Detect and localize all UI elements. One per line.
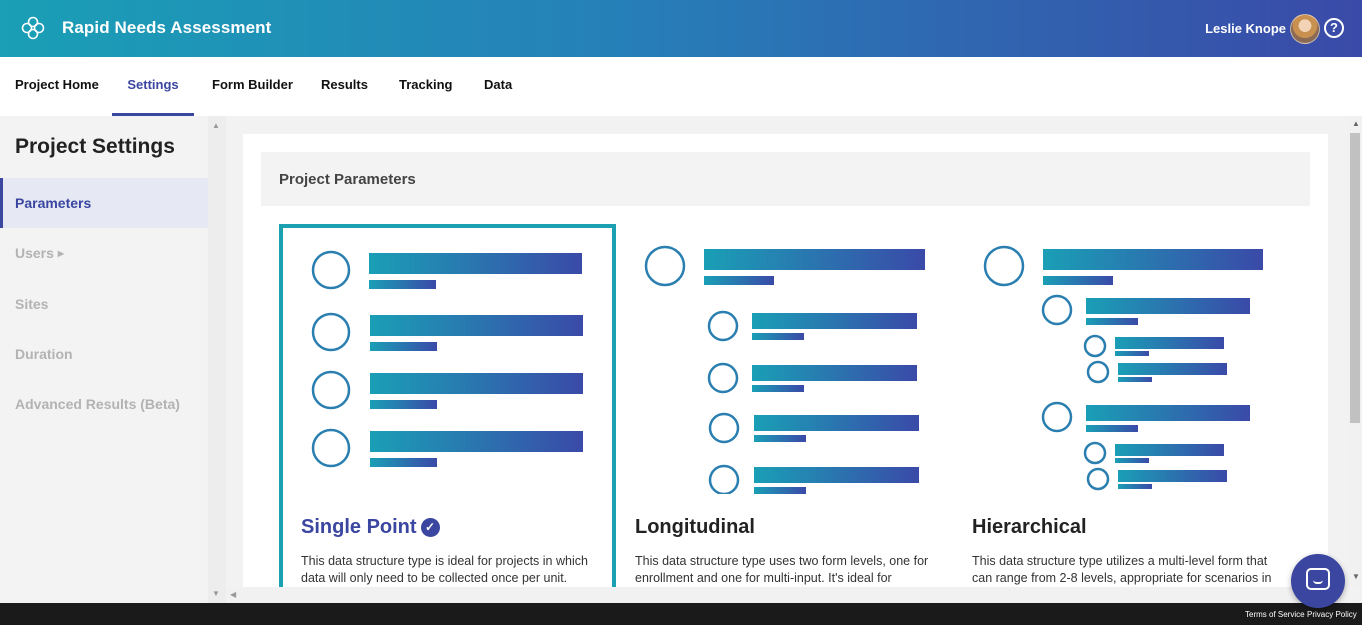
main-nav: Project Home Settings Form Builder Resul… — [0, 57, 1362, 116]
sidebar-item-duration[interactable]: Duration — [0, 329, 208, 379]
sidebar-item-users[interactable]: Users ▶ — [0, 228, 208, 278]
footer: Terms of Service Privacy Policy — [0, 603, 1362, 625]
privacy-link[interactable]: Privacy Policy — [1307, 610, 1357, 619]
scroll-down-icon[interactable]: ▼ — [1352, 572, 1360, 581]
scrollbar-thumb[interactable] — [1350, 133, 1360, 423]
sidebar-item-label: Advanced Results (Beta) — [15, 396, 180, 412]
sidebar-item-sites[interactable]: Sites — [0, 279, 208, 329]
single-point-illustration — [311, 250, 583, 468]
scroll-up-icon[interactable]: ▲ — [1352, 119, 1360, 128]
sidebar-title: Project Settings — [15, 135, 175, 158]
section-title: Project Parameters — [279, 171, 416, 188]
option-single-point[interactable]: Single Point ✓ This data structure type i… — [279, 224, 616, 587]
scroll-left-icon[interactable]: ◀ — [230, 590, 237, 599]
chat-icon — [1306, 568, 1330, 590]
logo-icon[interactable] — [20, 15, 46, 41]
sidebar-item-label: Sites — [15, 296, 49, 312]
option-title: Hierarchical — [972, 516, 1087, 538]
option-title-text: Single Point — [301, 516, 417, 538]
tab-data[interactable]: Data — [484, 77, 513, 92]
main-content: Project Parameters — [226, 116, 1348, 587]
top-bar: Rapid Needs Assessment Leslie Knope ? — [0, 0, 1362, 57]
option-hierarchical[interactable]: Hierarchical This data structure type ut… — [953, 224, 1290, 587]
terms-link[interactable]: Terms of Service — [1245, 610, 1305, 619]
chat-button[interactable] — [1291, 554, 1345, 608]
longitudinal-illustration — [644, 245, 925, 494]
option-description: This data structure type utilizes a mult… — [972, 554, 1272, 585]
option-longitudinal[interactable]: Longitudinal This data structure type us… — [616, 224, 953, 587]
tab-project-home[interactable]: Project Home — [15, 77, 99, 92]
sidebar-item-advanced-results[interactable]: Advanced Results (Beta) — [0, 379, 208, 429]
tab-tracking[interactable]: Tracking — [399, 77, 453, 92]
parameters-card: Project Parameters — [243, 134, 1328, 587]
option-description: This data structure type is ideal for pr… — [301, 554, 588, 585]
user-name[interactable]: Leslie Knope — [1205, 21, 1286, 36]
scroll-down-icon[interactable]: ▼ — [212, 589, 220, 598]
avatar[interactable] — [1290, 14, 1320, 44]
check-circle-icon: ✓ — [420, 518, 440, 537]
tab-form-builder[interactable]: Form Builder — [212, 77, 293, 92]
tab-settings[interactable]: Settings — [112, 57, 194, 116]
sidebar-item-label: Duration — [15, 346, 73, 362]
help-icon[interactable]: ? — [1324, 18, 1344, 38]
option-description: This data structure type uses two form l… — [635, 554, 929, 585]
sidebar-item-label: Parameters — [15, 195, 92, 211]
tab-results[interactable]: Results — [321, 77, 368, 92]
option-title: Longitudinal — [635, 516, 755, 538]
sidebar-scrollbar[interactable]: ▲ ▼ — [208, 116, 226, 603]
scroll-up-icon[interactable]: ▲ — [212, 121, 220, 130]
sidebar-item-label: Users — [15, 245, 54, 261]
main-vertical-scrollbar[interactable]: ▲ ▼ — [1348, 116, 1362, 587]
hierarchical-illustration — [983, 245, 1263, 491]
caret-right-icon: ▶ — [57, 249, 65, 259]
section-header: Project Parameters — [261, 152, 1310, 206]
sidebar-item-parameters[interactable]: Parameters — [0, 178, 208, 228]
option-title: Single Point ✓ — [301, 516, 440, 539]
main-horizontal-scrollbar[interactable]: ◀ — [226, 587, 1348, 603]
settings-sidebar: Project Settings Parameters Users ▶ Sites… — [0, 116, 208, 603]
app-title[interactable]: Rapid Needs Assessment — [62, 18, 272, 37]
